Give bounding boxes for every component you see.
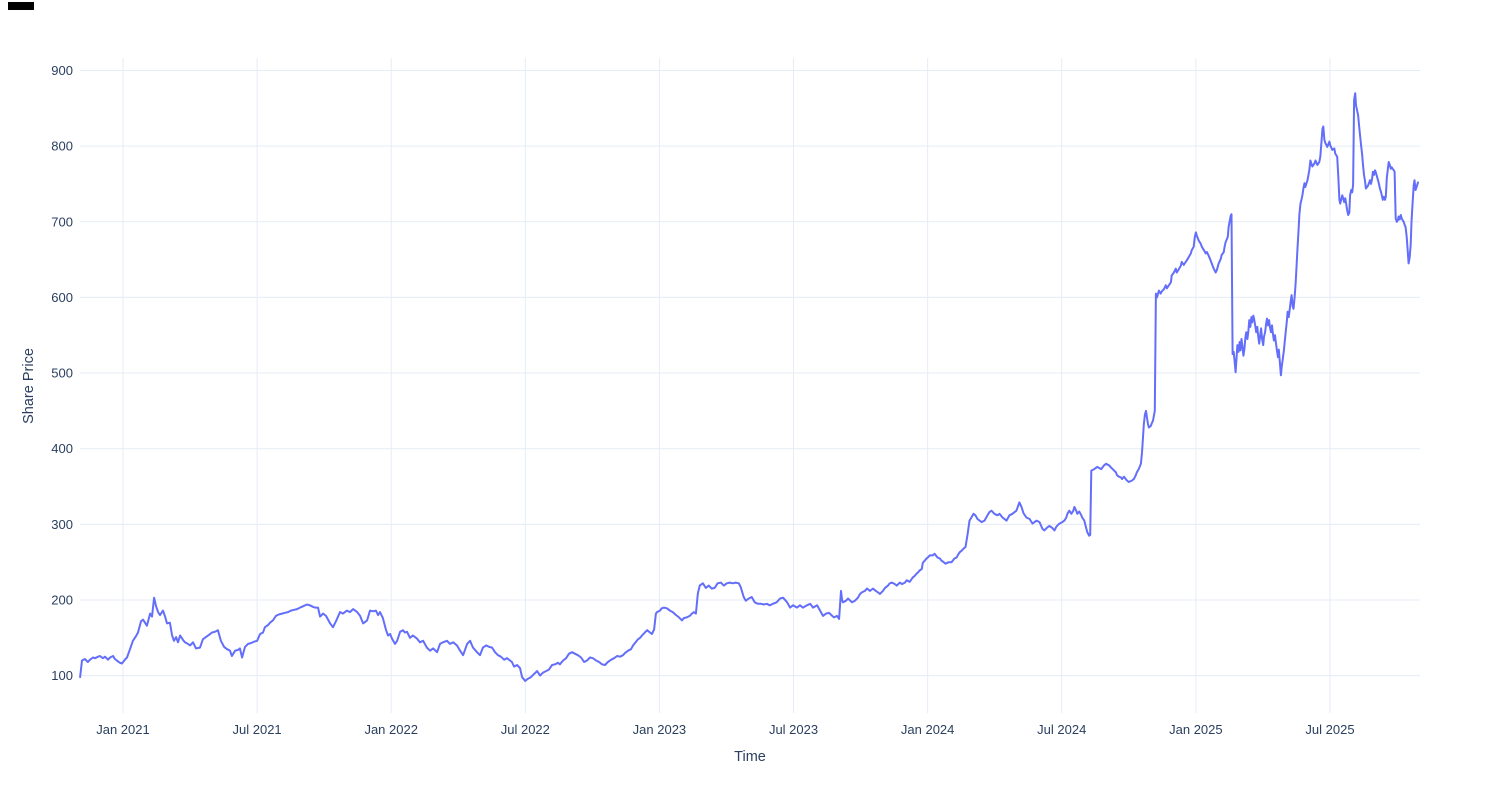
x-tick-label: Jan 2022 xyxy=(364,722,418,737)
gridlines xyxy=(80,58,1420,713)
y-tick-label: 400 xyxy=(51,441,73,456)
x-tick-label: Jul 2024 xyxy=(1037,722,1086,737)
x-tick-label: Jul 2021 xyxy=(233,722,282,737)
x-tick-label: Jan 2024 xyxy=(901,722,955,737)
y-tick-label: 900 xyxy=(51,63,73,78)
y-tick-label: 100 xyxy=(51,668,73,683)
screen-artifact-bar xyxy=(8,2,34,10)
price-line-series[interactable] xyxy=(79,92,1419,682)
x-tick-label: Jul 2022 xyxy=(501,722,550,737)
x-axis-title: Time xyxy=(734,749,766,765)
y-tick-label: 500 xyxy=(51,366,73,381)
x-tick-label: Jan 2021 xyxy=(96,722,150,737)
y-tick-label: 800 xyxy=(51,139,73,154)
y-tick-label: 300 xyxy=(51,517,73,532)
y-tick-label: 200 xyxy=(51,592,73,607)
x-tick-label: Jul 2025 xyxy=(1305,722,1354,737)
x-tick-label: Jul 2023 xyxy=(769,722,818,737)
axis-tick-labels: 100 200 300 400 500 600 700 800 900 Jan 2021 Jul 2… xyxy=(51,63,1354,737)
share-price-line[interactable] xyxy=(79,92,1419,682)
x-tick-label: Jan 2025 xyxy=(1169,722,1223,737)
y-tick-label: 700 xyxy=(51,214,73,229)
x-tick-label: Jan 2023 xyxy=(633,722,687,737)
y-tick-label: 600 xyxy=(51,290,73,305)
y-axis-title: Share Price xyxy=(21,348,37,424)
